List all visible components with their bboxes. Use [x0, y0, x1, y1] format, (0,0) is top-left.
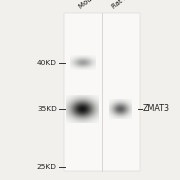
Text: 35KD: 35KD [37, 106, 57, 112]
Text: ZMAT3: ZMAT3 [143, 104, 170, 113]
Bar [64, 13, 140, 171]
Text: Mouse brain: Mouse brain [78, 0, 116, 10]
Text: 25KD: 25KD [37, 164, 57, 170]
Text: Rat brain: Rat brain [111, 0, 140, 10]
Text: 40KD: 40KD [37, 60, 57, 66]
